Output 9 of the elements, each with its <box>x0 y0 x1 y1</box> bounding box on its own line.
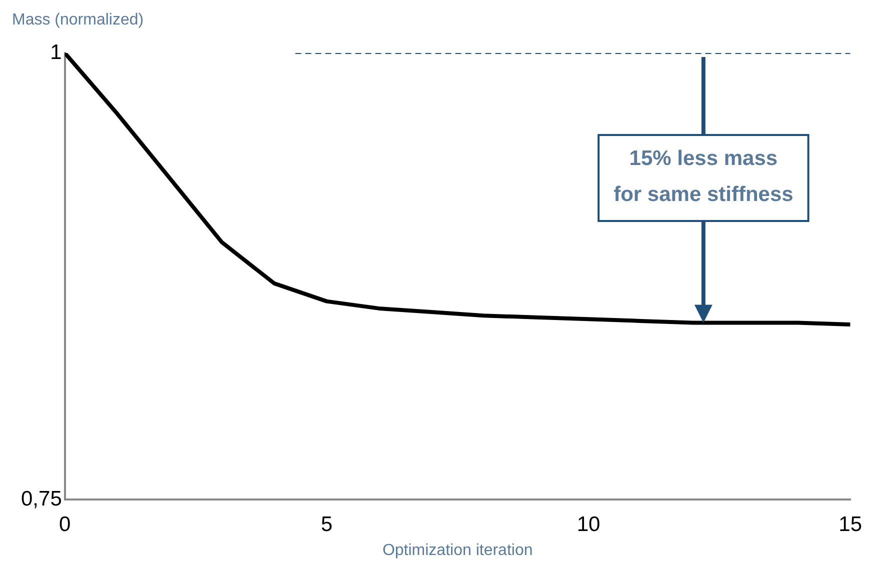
x-tick-label: 0 <box>59 512 71 536</box>
y-axis-title: Mass (normalized) <box>12 11 144 28</box>
x-axis-title: Optimization iteration <box>382 542 533 559</box>
y-tick-label: 0,75 <box>20 487 62 510</box>
annotation: 15% less mass for same stiffness <box>614 146 794 206</box>
x-tick-label: 10 <box>576 512 600 536</box>
x-tick-label: 15 <box>838 512 862 536</box>
x-tick-label: 5 <box>320 512 333 536</box>
y-tick-label: 1 <box>50 40 62 64</box>
